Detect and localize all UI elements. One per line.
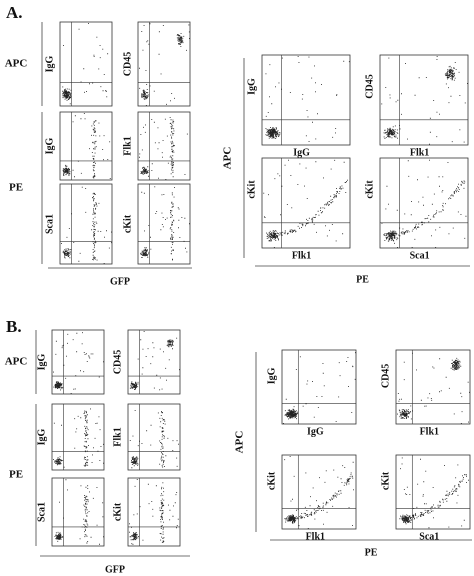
dots [381, 159, 467, 248]
y-axis-label: cKit [364, 180, 375, 199]
y-axis-label: Flk1 [112, 427, 123, 446]
x-axis-label: Flk1 [306, 531, 325, 542]
dot-plot [137, 111, 191, 181]
group-label: PE [9, 469, 23, 481]
x-group-label: PE [356, 274, 369, 285]
y-axis-label: IgG [44, 55, 55, 72]
y-axis-label: Sca1 [44, 214, 55, 234]
dots [54, 479, 104, 545]
dot-plot [395, 349, 471, 425]
dot-plot [127, 477, 181, 547]
y-axis-label: CD45 [122, 52, 133, 76]
group-label: PE [9, 182, 23, 194]
y-axis-label: cKit [122, 214, 133, 233]
dot-plot [59, 183, 113, 265]
dot-plot [261, 54, 351, 146]
y-axis-label: IgG [266, 367, 277, 384]
y-axis-label: IgG [44, 137, 55, 154]
x-axis-label: Flk1 [420, 426, 439, 437]
dot-plot [51, 477, 105, 547]
y-axis-label: IgG [246, 78, 257, 95]
dots [265, 56, 350, 142]
dot-plot [379, 54, 469, 146]
dot-plot [261, 157, 351, 249]
plot-frame [137, 111, 191, 181]
dot-plot [281, 349, 357, 425]
x-group-label: GFP [110, 276, 130, 287]
y-axis-label: IgG [36, 428, 47, 445]
plot-frame [261, 54, 351, 146]
plot-frame [59, 183, 113, 265]
plot-frame [127, 403, 181, 471]
y-group-label: APC [222, 147, 234, 170]
x-axis-label: Flk1 [292, 250, 311, 261]
x-axis-label: Sca1 [410, 250, 430, 261]
group-label: APC [5, 58, 28, 70]
y-axis-label: cKit [246, 180, 257, 199]
panel-label: A. [6, 3, 23, 22]
x-axis-label: Sca1 [419, 531, 439, 542]
dot-plot [137, 21, 191, 107]
x-group-label: GFP [105, 564, 125, 575]
plot-frame [127, 329, 181, 395]
dots [62, 23, 109, 105]
dots [129, 331, 180, 391]
y-axis-label: cKit [380, 471, 391, 490]
dot-plot [127, 403, 181, 471]
plot-frame [137, 21, 191, 107]
dot-plot [137, 183, 191, 265]
dots [129, 410, 179, 469]
y-axis-label: cKit [266, 471, 277, 490]
dots [129, 479, 179, 545]
panel-label: B. [6, 317, 22, 336]
dots [53, 332, 104, 394]
y-axis-label: IgG [36, 353, 47, 370]
dots [399, 457, 469, 529]
dots [140, 186, 190, 261]
x-axis-label: IgG [307, 426, 324, 437]
y-axis-label: CD45 [364, 74, 375, 98]
plot-frame [395, 454, 471, 530]
y-axis-label: Sca1 [36, 502, 47, 522]
dot-plot [59, 21, 113, 107]
y-axis-label: CD45 [112, 350, 123, 374]
x-axis-label: IgG [293, 147, 310, 158]
group-label: APC [5, 356, 28, 368]
y-group-label: APC [234, 431, 246, 454]
plot-frame [281, 454, 357, 530]
dot-plot [51, 329, 105, 395]
dot-plot [51, 403, 105, 471]
x-axis-label: Flk1 [410, 147, 429, 158]
dot-plot [379, 157, 469, 249]
y-axis-label: Flk1 [122, 136, 133, 155]
y-axis-label: cKit [112, 502, 123, 521]
dots [139, 117, 188, 180]
y-axis-label: CD45 [380, 364, 391, 388]
x-group-label: PE [365, 547, 378, 558]
dot-plot [395, 454, 471, 530]
dot-plot [59, 111, 113, 181]
dots [283, 352, 356, 424]
dot-plot [127, 329, 181, 395]
dots [62, 113, 111, 179]
plot-frame [379, 54, 469, 146]
dot-plot [281, 454, 357, 530]
